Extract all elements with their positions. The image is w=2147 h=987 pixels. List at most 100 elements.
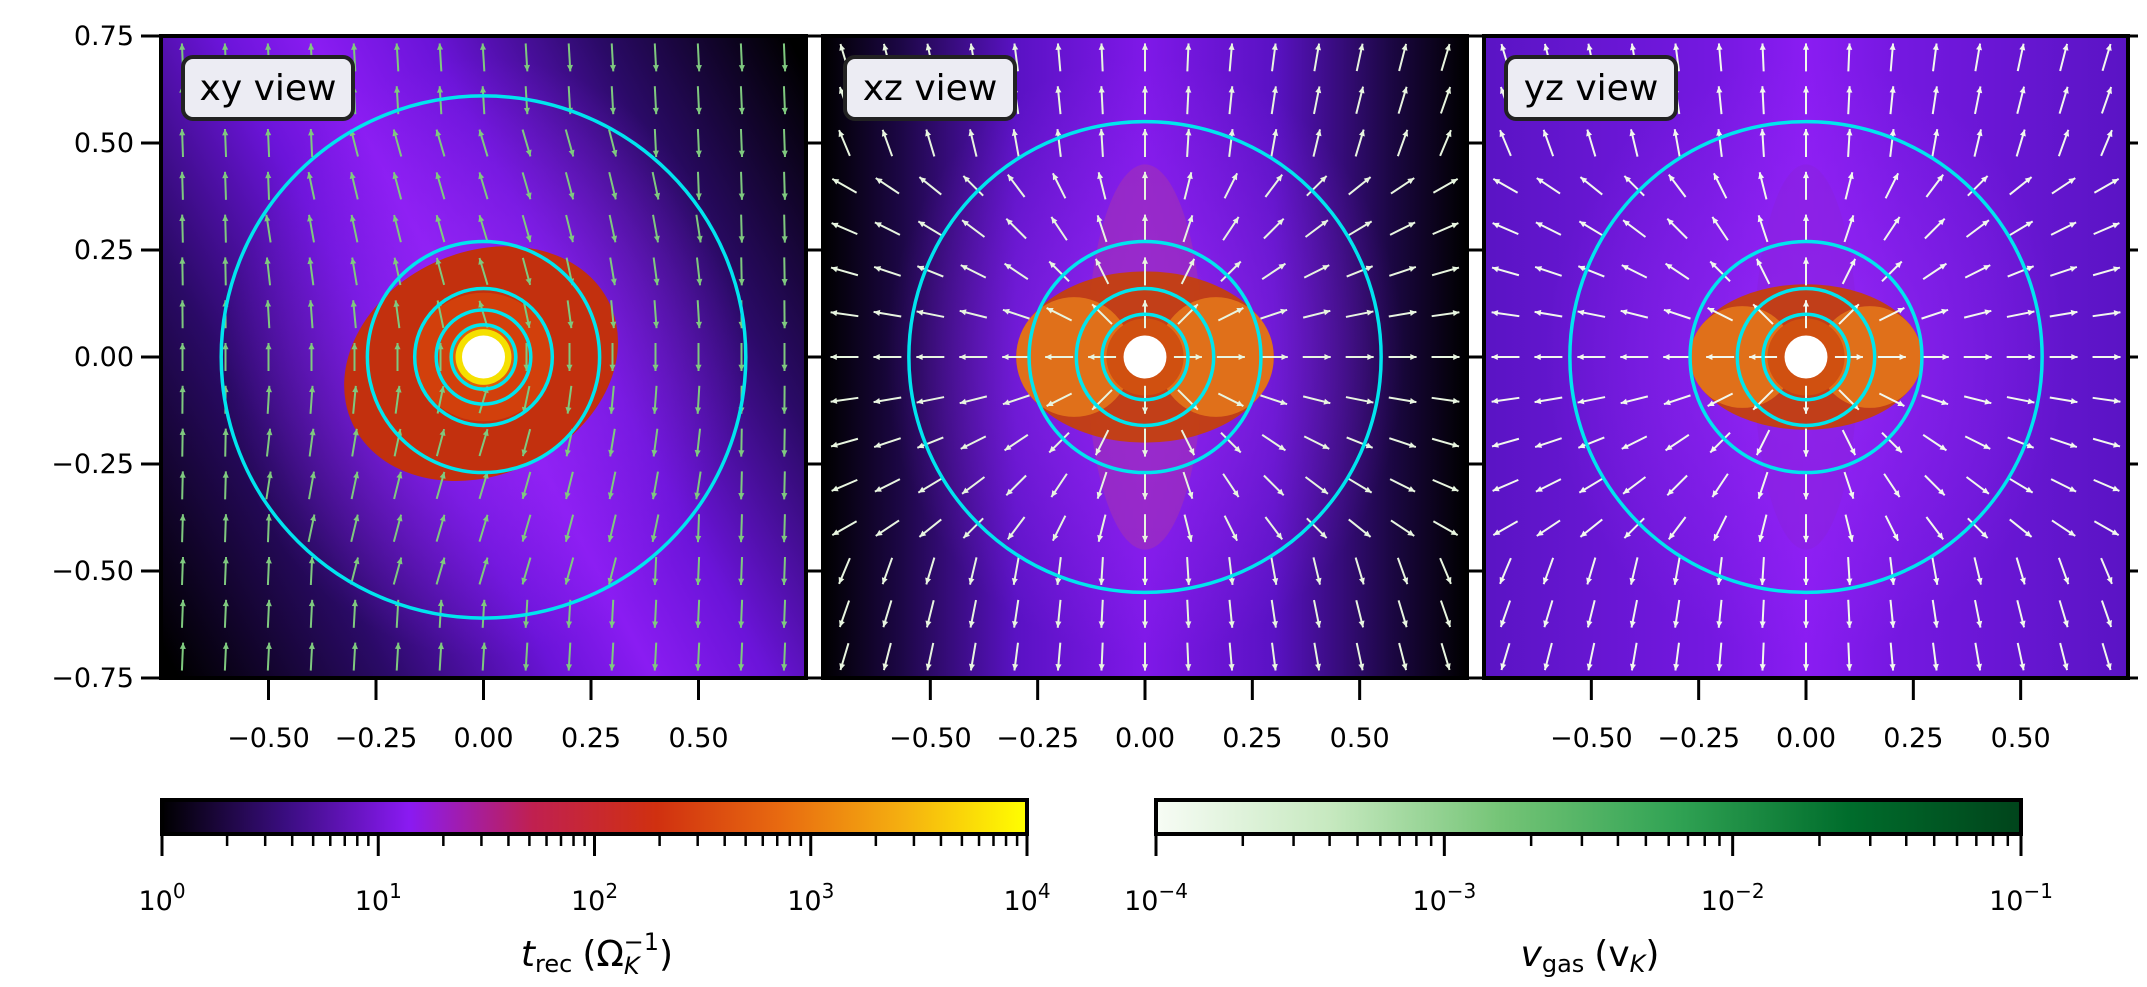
velocity-arrow-head xyxy=(523,64,530,72)
velocity-arrow-head xyxy=(395,385,402,393)
velocity-arrow-head xyxy=(396,514,403,522)
velocity-arrow-head xyxy=(1491,310,1499,317)
velocity-arrow-head xyxy=(266,471,273,479)
velocity-arrow-head xyxy=(968,43,975,51)
velocity-arrow-head xyxy=(1759,664,1766,671)
contour xyxy=(1568,119,2044,595)
velocity-arrow-head xyxy=(968,663,975,671)
velocity-arrow-head xyxy=(881,577,888,585)
velocity-arrow-head xyxy=(781,535,788,543)
velocity-arrow-head xyxy=(2069,486,2077,492)
velocity-arrow-head xyxy=(1716,621,1723,628)
velocity-arrow-head xyxy=(695,664,702,671)
velocity-arrow-head xyxy=(1185,664,1192,671)
velocity-arrow-head xyxy=(564,492,571,499)
velocity-arrow-head xyxy=(916,353,923,361)
velocity-arrow-head xyxy=(1586,620,1593,628)
velocity-arrow-head xyxy=(781,150,788,157)
velocity-arrow-head xyxy=(179,642,186,650)
velocity-arrow-head xyxy=(781,578,788,585)
contour xyxy=(412,286,555,428)
velocity-arrow-head xyxy=(525,149,532,157)
velocity-arrow-head xyxy=(1320,531,1327,539)
velocity-arrow-head xyxy=(1976,86,1983,94)
velocity-arrow-head xyxy=(1315,129,1322,137)
velocity-arrow-head xyxy=(1847,534,1854,542)
velocity-arrow-head xyxy=(1716,43,1723,50)
velocity-arrow-head xyxy=(265,385,272,393)
velocity-arrow-head xyxy=(1707,400,1715,407)
velocity-arrow-head xyxy=(2106,86,2112,94)
velocity-arrow-head xyxy=(611,149,618,157)
velocity-arrow-head xyxy=(525,321,532,328)
velocity-arrow-head xyxy=(1445,576,1452,584)
velocity-arrow-head xyxy=(265,171,272,179)
velocity-arrow-head xyxy=(222,343,229,350)
velocity-arrow-head xyxy=(962,487,969,494)
velocity-arrow-head xyxy=(525,235,532,243)
velocity-arrow-head xyxy=(435,257,442,265)
velocity-arrow-head xyxy=(1231,173,1238,181)
velocity-arrow-head xyxy=(2106,130,2113,138)
velocity-arrow-head xyxy=(959,309,967,316)
velocity-arrow-head xyxy=(1713,533,1720,541)
velocity-arrow-head xyxy=(1236,400,1244,407)
velocity-arrow-head xyxy=(1856,353,1863,361)
velocity-arrow-head xyxy=(1407,529,1415,536)
velocity-arrow-head xyxy=(968,129,975,137)
x-tick-label: −0.50 xyxy=(227,723,310,754)
velocity-arrow-head xyxy=(1096,491,1103,499)
velocity-arrow-head xyxy=(1492,222,1500,229)
velocity-arrow-head xyxy=(2105,663,2112,671)
velocity-arrow-head xyxy=(1228,43,1235,50)
velocity-arrow-head xyxy=(1452,397,1460,404)
velocity-arrow-head xyxy=(1096,215,1103,223)
velocity-arrow-head xyxy=(1580,177,1588,184)
velocity-arrow-head xyxy=(1932,663,1939,671)
velocity-arrow-head xyxy=(2024,530,2032,537)
velocity-arrow-head xyxy=(738,664,745,671)
velocity-arrow-head xyxy=(1055,86,1062,93)
velocity-arrow-head xyxy=(1366,309,1374,316)
velocity-arrow-head xyxy=(1897,307,1905,314)
velocity-arrow-head xyxy=(1365,442,1373,449)
view-label: xy view xyxy=(200,68,337,109)
velocity-arrow-head xyxy=(608,407,615,414)
velocity-arrow-head xyxy=(738,64,745,72)
velocity-arrow-head xyxy=(222,129,229,136)
velocity-arrow-head xyxy=(351,599,358,607)
velocity-arrow-head xyxy=(1976,620,1983,628)
velocity-arrow-head xyxy=(1401,620,1408,628)
velocity-arrow-head xyxy=(874,222,882,228)
velocity-arrow-head xyxy=(523,364,530,371)
velocity-arrow-head xyxy=(1049,261,1056,269)
velocity-arrow-head xyxy=(608,449,615,457)
velocity-arrow-head xyxy=(1098,578,1105,585)
velocity-arrow-head xyxy=(1281,353,1288,361)
velocity-arrow-head xyxy=(1185,43,1192,50)
contours xyxy=(907,119,1383,595)
velocity-arrow-head xyxy=(264,257,271,265)
velocity-arrow-head xyxy=(1942,353,1949,361)
colorbar-tick-label: 10−2 xyxy=(1701,879,1765,917)
velocity-arrow-head xyxy=(309,385,316,393)
velocity-arrow-head xyxy=(392,172,399,180)
velocity-arrow-head xyxy=(1665,263,1673,270)
velocity-arrow-head xyxy=(1982,220,1989,227)
velocity-arrow-head xyxy=(781,64,788,72)
velocity-arrow-head xyxy=(309,471,316,479)
velocity-arrow-head xyxy=(2019,663,2026,671)
velocity-arrow-head xyxy=(265,43,272,50)
velocity-arrow-head xyxy=(1046,400,1054,407)
colorbar-fill xyxy=(160,798,1029,836)
velocity-arrow-head xyxy=(1141,300,1149,307)
velocity-arrow-head xyxy=(652,578,659,585)
velocity-arrow-head xyxy=(352,385,359,393)
y-tick-label: −0.25 xyxy=(51,449,134,480)
velocity-arrow-head xyxy=(179,214,186,221)
velocity-arrow-head xyxy=(1846,578,1853,585)
velocity-arrow-head xyxy=(881,129,888,137)
velocity-arrow-head xyxy=(1899,353,1906,361)
velocity-arrow-head xyxy=(916,398,924,405)
velocity-arrow-head xyxy=(1402,129,1409,137)
